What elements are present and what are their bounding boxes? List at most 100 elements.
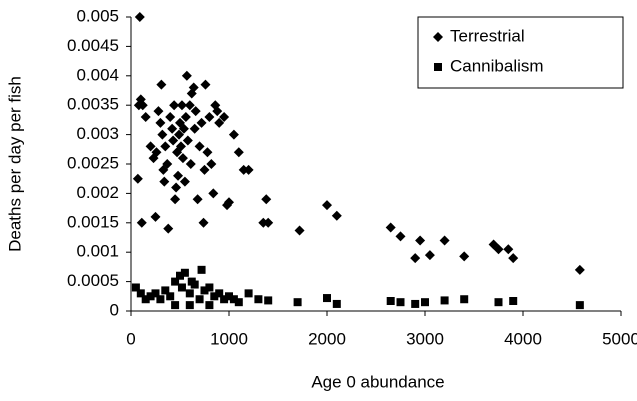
- point: [141, 295, 150, 304]
- point: [263, 217, 274, 228]
- point: [200, 286, 209, 295]
- point: [415, 235, 426, 246]
- point: [151, 147, 162, 158]
- point: [421, 298, 429, 307]
- y-tick-label: 0.003: [76, 124, 119, 143]
- point: [180, 268, 189, 277]
- legend-label: Cannibalism: [450, 56, 544, 75]
- point: [136, 289, 145, 298]
- y-tick-label: 0.0015: [67, 212, 119, 231]
- point: [440, 296, 449, 305]
- point: [395, 231, 406, 242]
- point: [494, 298, 503, 307]
- point: [225, 292, 233, 301]
- y-tick-label: 0.005: [76, 6, 119, 25]
- point: [204, 111, 215, 122]
- x-tick-label: 3000: [406, 329, 444, 348]
- point: [243, 164, 254, 175]
- point: [184, 100, 195, 111]
- point: [215, 289, 224, 298]
- point: [179, 176, 190, 187]
- point: [198, 217, 209, 228]
- point: [574, 264, 585, 275]
- point: [509, 297, 518, 306]
- point: [410, 253, 421, 264]
- point: [190, 106, 201, 117]
- point: [210, 292, 219, 301]
- point: [234, 298, 243, 307]
- point: [503, 244, 514, 255]
- point: [171, 301, 180, 310]
- legend-box: [417, 16, 624, 89]
- point: [460, 295, 469, 304]
- x-tick-label: 2000: [308, 329, 346, 348]
- point: [185, 159, 196, 169]
- point: [163, 223, 174, 234]
- y-tick-label: 0.0035: [67, 95, 119, 114]
- point: [185, 289, 194, 298]
- x-tick-label: 4000: [504, 329, 542, 348]
- point: [244, 289, 253, 298]
- point: [386, 297, 395, 306]
- point: [323, 294, 331, 303]
- point: [508, 253, 519, 264]
- point: [131, 283, 140, 292]
- point: [182, 135, 193, 146]
- point: [200, 79, 211, 90]
- point: [331, 210, 342, 221]
- point: [575, 301, 584, 310]
- point: [192, 194, 203, 205]
- point: [180, 111, 191, 122]
- point: [188, 82, 199, 93]
- point: [162, 159, 173, 169]
- point: [155, 117, 166, 128]
- point: [208, 188, 219, 199]
- point: [177, 153, 188, 164]
- point: [140, 111, 151, 122]
- x-tick-label: 0: [126, 329, 135, 348]
- point: [167, 123, 178, 134]
- point: [168, 135, 179, 146]
- point: [189, 123, 200, 134]
- point: [178, 123, 189, 134]
- point: [136, 217, 147, 228]
- point: [411, 299, 420, 308]
- x-tick-label: 5000: [602, 329, 637, 348]
- point: [493, 244, 504, 255]
- y-tick-label: 0: [110, 300, 119, 319]
- y-tick-label: 0.0005: [67, 271, 119, 290]
- point: [220, 295, 229, 304]
- point: [176, 271, 184, 280]
- point: [171, 277, 180, 286]
- point: [293, 298, 302, 307]
- x-tick-label: 1000: [210, 329, 248, 348]
- point: [134, 12, 145, 22]
- legend-marker: [434, 63, 442, 71]
- point: [205, 301, 214, 310]
- point: [176, 100, 187, 111]
- point: [177, 283, 186, 292]
- point: [150, 211, 161, 222]
- legend-marker: [433, 32, 443, 42]
- point: [156, 79, 167, 90]
- point: [332, 299, 341, 308]
- point: [174, 129, 185, 140]
- point: [173, 170, 184, 181]
- point: [145, 141, 156, 152]
- point: [261, 194, 272, 205]
- point: [146, 292, 155, 301]
- point: [195, 295, 204, 304]
- point: [194, 141, 205, 152]
- y-tick-label: 0.0045: [67, 36, 119, 55]
- point: [219, 111, 230, 122]
- legend-label: Terrestrial: [450, 26, 525, 45]
- point: [175, 141, 186, 152]
- point: [132, 173, 143, 184]
- point: [165, 111, 176, 122]
- point: [459, 251, 470, 262]
- point: [205, 283, 214, 292]
- point: [424, 250, 435, 261]
- point: [229, 295, 238, 304]
- point: [197, 265, 206, 274]
